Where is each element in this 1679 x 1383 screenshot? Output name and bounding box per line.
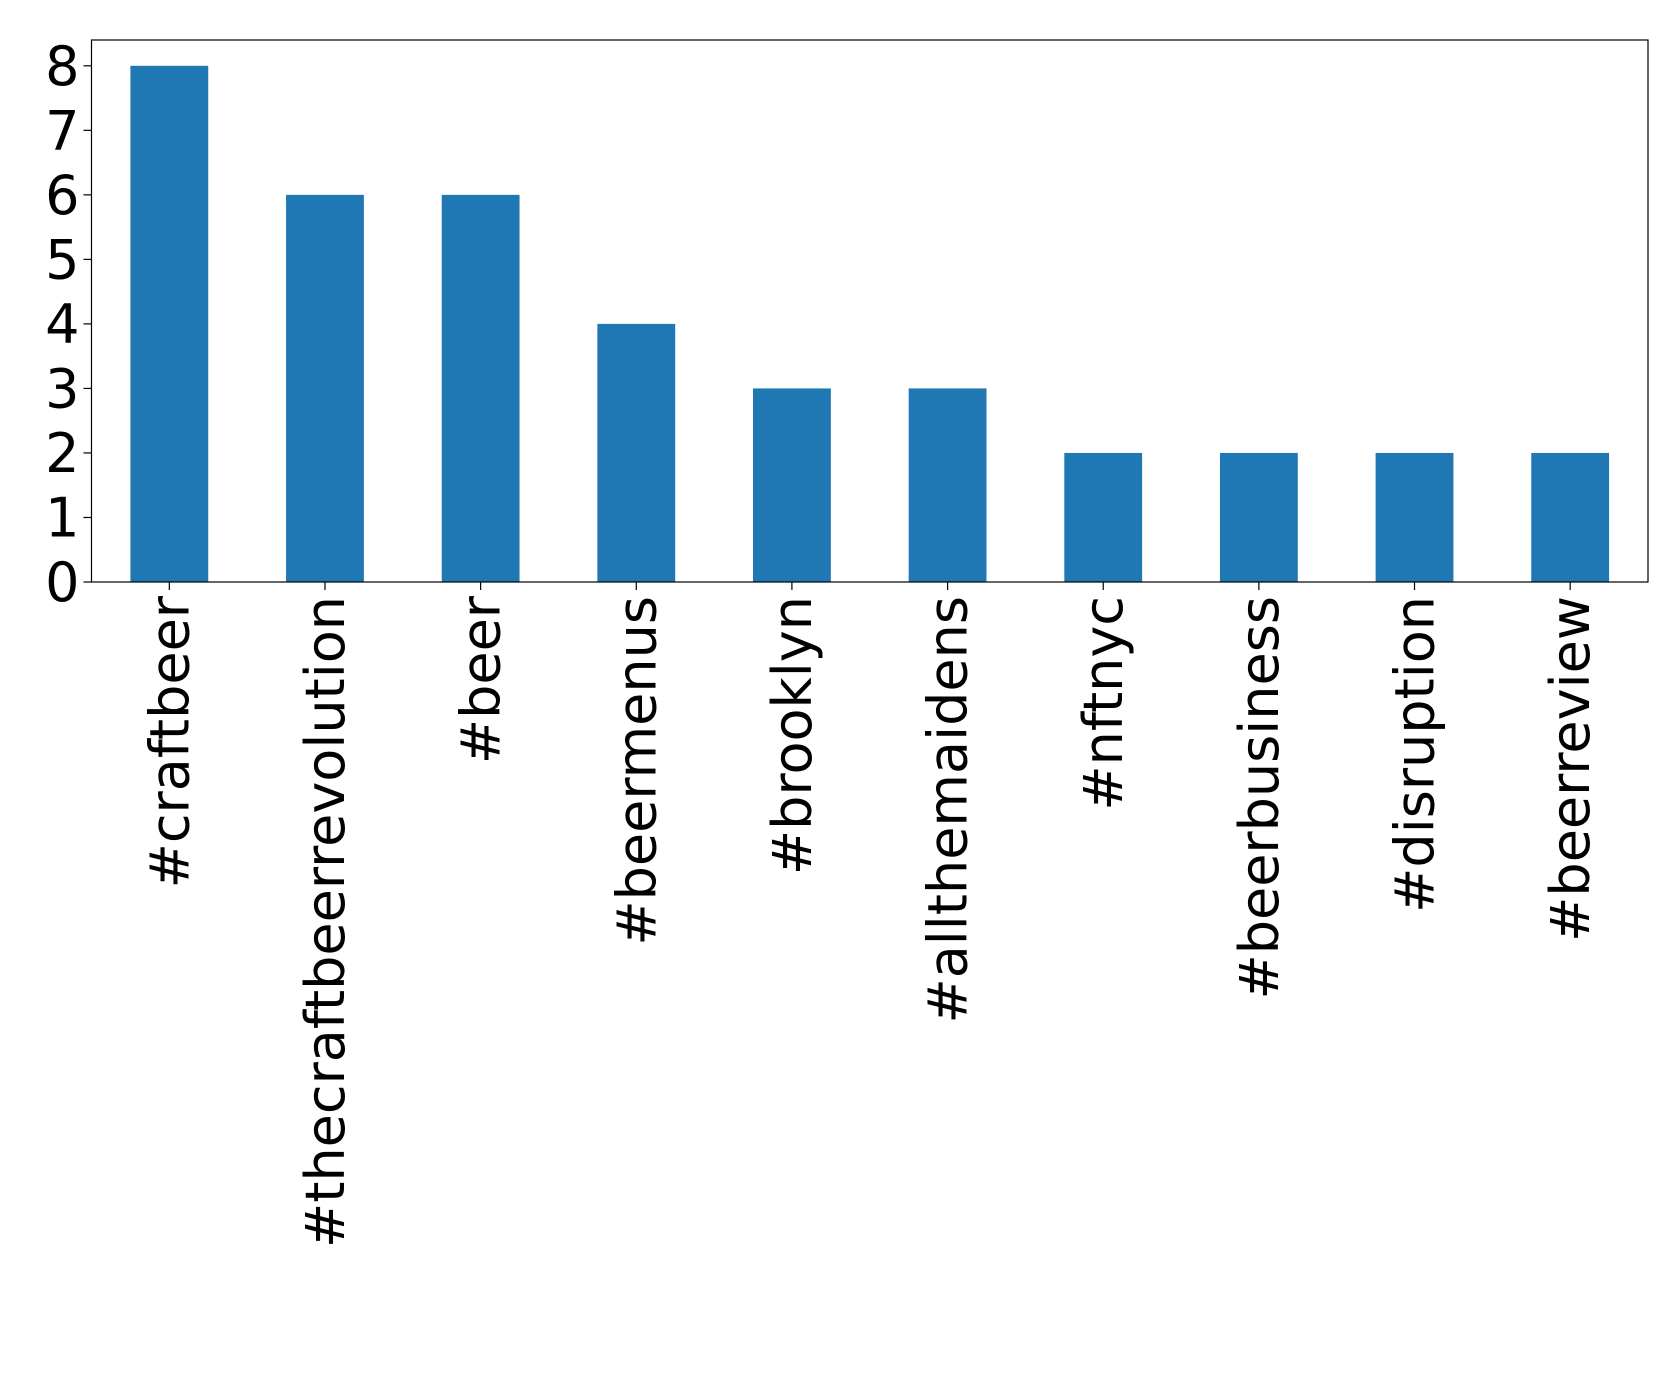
- x-tick-label: #brooklyn: [761, 596, 824, 875]
- x-tick-label: #disruption: [1384, 596, 1447, 913]
- bar: [597, 323, 676, 582]
- bar: [1219, 452, 1298, 582]
- x-tick-label: #beer: [450, 595, 513, 764]
- y-tick-label: 6: [45, 164, 79, 227]
- bar: [286, 194, 364, 582]
- bar: [908, 388, 987, 582]
- x-tick-label: #nftnyc: [1072, 596, 1135, 811]
- bar: [1375, 452, 1454, 582]
- bar: [753, 388, 831, 582]
- x-tick-label: #beerreview: [1539, 596, 1602, 942]
- x-tick-label: #beermenus: [605, 596, 668, 946]
- y-tick-label: 4: [45, 293, 79, 356]
- y-tick-label: 2: [45, 422, 79, 485]
- y-tick-label: 8: [45, 35, 79, 98]
- x-tick-label: #thecraftbeerrevolution: [294, 596, 357, 1248]
- y-tick-label: 5: [45, 228, 79, 291]
- x-tick-label: #craftbeer: [138, 595, 201, 888]
- plot-frame: [90, 39, 1649, 583]
- bar: [441, 194, 520, 582]
- y-tick-label: 1: [45, 486, 79, 549]
- y-tick-label: 0: [45, 551, 79, 614]
- bar: [130, 65, 209, 583]
- bar: [1064, 452, 1143, 582]
- y-tick-label: 3: [45, 357, 79, 420]
- x-tick-label: #beerbusiness: [1228, 596, 1291, 1000]
- bar: [1531, 452, 1610, 582]
- y-tick-label: 7: [45, 99, 79, 162]
- x-tick-label: #allthemaidens: [917, 596, 980, 1024]
